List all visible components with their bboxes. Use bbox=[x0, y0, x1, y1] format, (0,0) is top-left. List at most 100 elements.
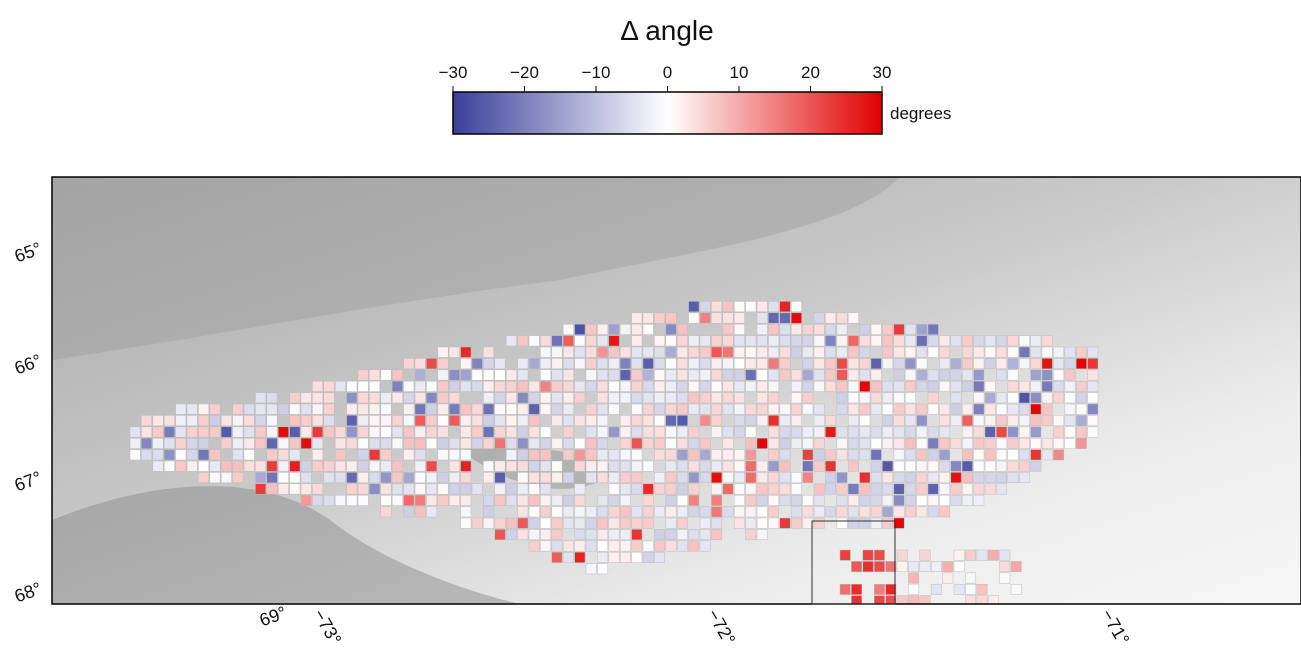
grid-cell bbox=[825, 449, 837, 461]
grid-cell bbox=[973, 403, 985, 415]
grid-cell bbox=[152, 426, 164, 438]
grid-cell bbox=[597, 437, 609, 449]
grid-cell bbox=[665, 312, 677, 324]
grid-cell bbox=[232, 437, 244, 449]
grid-cell bbox=[836, 483, 848, 495]
grid-cell bbox=[460, 449, 472, 461]
grid-cell bbox=[836, 472, 848, 484]
grid-cell bbox=[471, 517, 483, 529]
grid-cell bbox=[836, 437, 848, 449]
grid-cell bbox=[961, 472, 973, 484]
grid-cell bbox=[380, 369, 392, 381]
grid-cell bbox=[711, 506, 723, 518]
grid-cell bbox=[528, 517, 540, 529]
grid-cell bbox=[665, 380, 677, 392]
grid-cell bbox=[893, 358, 905, 370]
grid-cell bbox=[460, 346, 472, 358]
grid-cell bbox=[483, 358, 495, 370]
grid-cell bbox=[745, 335, 757, 347]
grid-cell bbox=[163, 460, 175, 472]
grid-cell bbox=[642, 346, 654, 358]
grid-cell bbox=[904, 472, 916, 484]
grid-cell bbox=[460, 483, 472, 495]
grid-cell bbox=[919, 561, 931, 573]
grid-cell bbox=[1018, 437, 1030, 449]
grid-cell bbox=[574, 540, 586, 552]
grid-cell bbox=[756, 346, 768, 358]
grid-cell bbox=[665, 323, 677, 335]
grid-cell bbox=[813, 312, 825, 324]
grid-cell bbox=[779, 494, 791, 506]
colorbar-tick-label: 10 bbox=[730, 63, 749, 82]
grid-cell bbox=[528, 494, 540, 506]
grid-cell bbox=[939, 358, 951, 370]
grid-cell bbox=[733, 517, 745, 529]
grid-cell bbox=[562, 540, 574, 552]
grid-cell bbox=[300, 483, 312, 495]
grid-cell bbox=[996, 483, 1008, 495]
grid-cell bbox=[722, 312, 734, 324]
grid-cell bbox=[987, 549, 999, 561]
grid-cell bbox=[1041, 358, 1053, 370]
grid-cell bbox=[505, 494, 517, 506]
grid-cell bbox=[893, 494, 905, 506]
colorbar-tick-label: −20 bbox=[510, 63, 539, 82]
grid-cell bbox=[756, 301, 768, 313]
grid-cell bbox=[483, 506, 495, 518]
grid-cell bbox=[882, 403, 894, 415]
grid-cell bbox=[904, 415, 916, 427]
grid-cell bbox=[927, 506, 939, 518]
grid-cell bbox=[483, 403, 495, 415]
grid-cell bbox=[631, 460, 643, 472]
grid-cell bbox=[768, 369, 780, 381]
grid-cell bbox=[722, 323, 734, 335]
grid-cell bbox=[357, 449, 369, 461]
grid-cell bbox=[631, 358, 643, 370]
grid-cell bbox=[585, 506, 597, 518]
grid-cell bbox=[494, 369, 506, 381]
grid-cell bbox=[528, 437, 540, 449]
grid-cell bbox=[722, 483, 734, 495]
grid-cell bbox=[873, 583, 885, 595]
grid-cell bbox=[654, 403, 666, 415]
grid-cell bbox=[414, 392, 426, 404]
grid-cell bbox=[631, 415, 643, 427]
grid-cell bbox=[642, 369, 654, 381]
grid-cell bbox=[1053, 426, 1065, 438]
grid-cell bbox=[1064, 380, 1076, 392]
grid-cell bbox=[460, 472, 472, 484]
grid-cell bbox=[779, 358, 791, 370]
grid-cell bbox=[984, 460, 996, 472]
grid-cell bbox=[939, 460, 951, 472]
grid-cell bbox=[1030, 380, 1042, 392]
grid-cell bbox=[585, 472, 597, 484]
grid-cell bbox=[1007, 415, 1019, 427]
grid-cell bbox=[665, 540, 677, 552]
grid-cell bbox=[859, 449, 871, 461]
grid-cell bbox=[779, 301, 791, 313]
grid-cell bbox=[631, 426, 643, 438]
grid-cell bbox=[323, 415, 335, 427]
grid-cell bbox=[756, 460, 768, 472]
grid-cell bbox=[426, 380, 438, 392]
grid-cell bbox=[574, 335, 586, 347]
grid-cell bbox=[722, 460, 734, 472]
grid-cell bbox=[619, 392, 631, 404]
grid-cell bbox=[665, 506, 677, 518]
grid-cell bbox=[996, 415, 1008, 427]
grid-cell bbox=[859, 403, 871, 415]
grid-cell bbox=[722, 392, 734, 404]
grid-cell bbox=[973, 460, 985, 472]
grid-cell bbox=[813, 449, 825, 461]
grid-cell bbox=[961, 415, 973, 427]
grid-cell bbox=[323, 426, 335, 438]
grid-cell bbox=[973, 483, 985, 495]
grid-cell bbox=[186, 403, 198, 415]
grid-cell bbox=[996, 426, 1008, 438]
grid-cell bbox=[722, 346, 734, 358]
grid-cell bbox=[505, 437, 517, 449]
grid-cell bbox=[631, 312, 643, 324]
lat-label: 66° bbox=[12, 350, 44, 378]
grid-cell bbox=[654, 392, 666, 404]
grid-cell bbox=[961, 403, 973, 415]
